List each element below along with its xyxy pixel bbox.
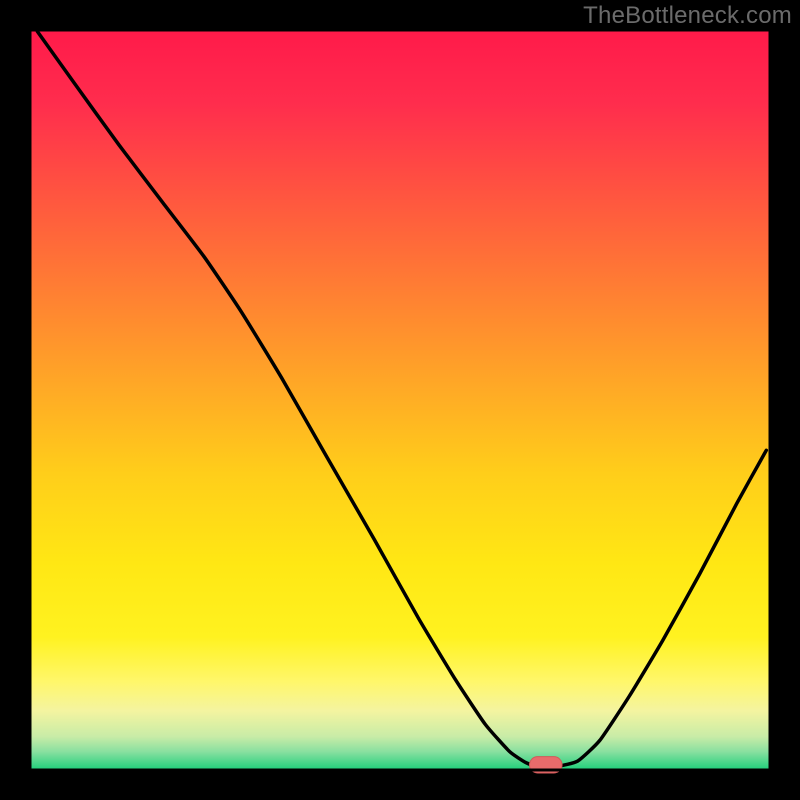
chart-container: TheBottleneck.com bbox=[0, 0, 800, 800]
watermark-label: TheBottleneck.com bbox=[583, 2, 792, 30]
bottleneck-chart bbox=[0, 0, 800, 800]
